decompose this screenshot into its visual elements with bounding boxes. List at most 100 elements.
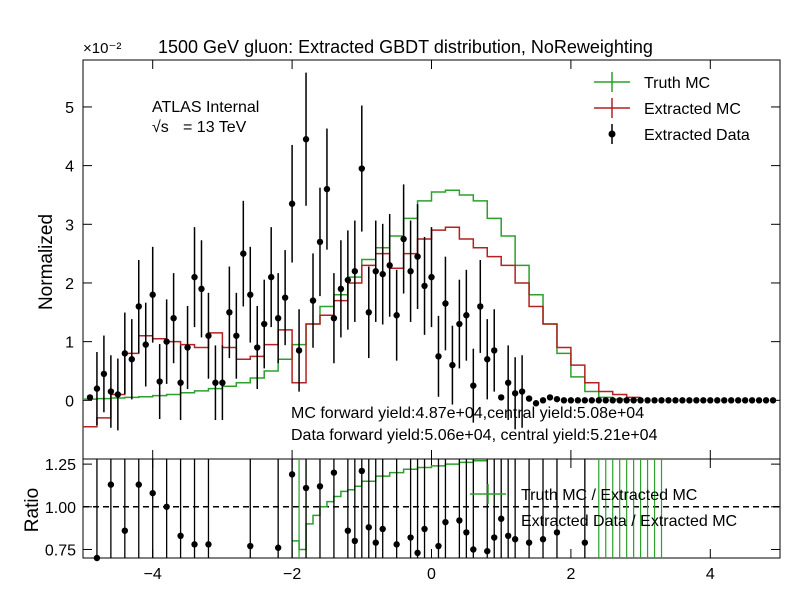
main-y-axis-label: Normalized [36, 214, 57, 310]
data-point [365, 309, 372, 316]
ratio-data-point [414, 549, 421, 557]
ratio-data-point [491, 534, 498, 541]
data-point [721, 397, 728, 404]
ratio-data-point [435, 542, 442, 550]
data-point [477, 303, 484, 310]
ratio-data-point [330, 469, 338, 476]
ratio-data-point [379, 525, 386, 533]
data-point [609, 397, 616, 404]
data-point [686, 397, 693, 404]
ratio-data-point [121, 527, 129, 534]
ratio-data-point [247, 542, 254, 550]
ratio-plot-layer: 0.75 1.00 1.25 −4 −2 0 2 4 [45, 457, 780, 583]
ratio-data-point [163, 503, 170, 510]
data-point [518, 388, 526, 395]
data-point [337, 285, 345, 293]
data-point [226, 309, 233, 316]
data-point [170, 314, 177, 322]
legend-extracted-data-label: Extracted Data [644, 127, 750, 144]
ratio-data-point [407, 534, 414, 541]
data-point [261, 320, 268, 328]
x-tick-label: 4 [706, 566, 715, 583]
data-point [274, 314, 282, 322]
data-point [128, 356, 135, 363]
data-point [219, 379, 226, 386]
data-point [595, 397, 602, 404]
data-point [142, 341, 149, 348]
data-point [86, 394, 94, 401]
legend-extracted-mc-label: Extracted MC [644, 101, 741, 118]
data-point [700, 397, 707, 404]
ratio-data-point [372, 539, 379, 546]
data-point [351, 268, 359, 275]
x-tick-label: 2 [566, 566, 575, 583]
ratio-data-point [351, 537, 359, 545]
data-point [560, 397, 568, 404]
data-point [463, 312, 470, 319]
data-point [456, 320, 463, 328]
ratio-data-point [149, 489, 156, 497]
legend-extracted-data-marker [608, 130, 616, 138]
data-point [198, 285, 205, 293]
y-scale-label: ×10⁻² [83, 40, 121, 57]
data-point [281, 294, 289, 301]
data-point [728, 397, 735, 404]
ratio-data-point [205, 541, 212, 548]
ratio-data-point [135, 481, 142, 488]
ratio-y-tick-label: 1.25 [45, 457, 76, 474]
ratio-data-point [177, 532, 184, 540]
data-point [149, 291, 156, 298]
ratio-data-point [511, 536, 519, 543]
main-y-tick-label: 2 [65, 276, 74, 293]
main-plot-layer: 0 1 2 3 4 5 [65, 60, 780, 459]
data-point [741, 397, 749, 404]
data-point [233, 332, 240, 339]
data-point [539, 397, 547, 404]
data-point [247, 291, 254, 298]
ratio-y-axis-label: Ratio [22, 488, 43, 532]
ratio-data-point [525, 539, 533, 546]
data-point [755, 397, 763, 404]
data-point [205, 332, 212, 339]
ratio-data-point [358, 467, 365, 475]
energy-sqrt-label: √s [152, 119, 169, 136]
data-point [693, 397, 700, 404]
data-point [295, 347, 303, 354]
data-point [344, 276, 352, 284]
ratio-data-point [274, 544, 282, 551]
data-point [107, 388, 115, 395]
data-point [414, 253, 421, 260]
data-point [121, 350, 129, 357]
data-point [330, 314, 338, 322]
main-y-tick-label: 1 [65, 335, 74, 352]
data-point [163, 338, 170, 345]
ratio-data-point [504, 532, 512, 540]
x-tick-label: 0 [427, 566, 436, 583]
ratio-data-point [344, 527, 352, 534]
truth-ratio-step-line [292, 459, 488, 551]
data-point [358, 165, 365, 172]
data-point [574, 397, 582, 404]
ratio-data-point [553, 529, 561, 536]
ratio-legend-truth-label: Truth MC / Extracted MC [521, 487, 697, 504]
data-point [665, 397, 672, 404]
ratio-data-point [484, 547, 491, 555]
data-point [442, 300, 449, 307]
data-point [623, 397, 630, 404]
data-point [421, 282, 428, 290]
ratio-data-point [421, 525, 428, 533]
main-y-tick-label: 0 [65, 393, 74, 410]
data-point [93, 385, 101, 392]
data-point [393, 312, 400, 319]
ratio-data-point [442, 518, 449, 526]
data-point [491, 347, 498, 354]
data-point [644, 397, 651, 404]
ratio-data-point [470, 546, 477, 553]
data-point [316, 238, 324, 246]
data-point [470, 382, 477, 389]
data-point [184, 344, 191, 351]
data-point [135, 303, 142, 310]
main-y-tick-label: 4 [65, 159, 74, 176]
ratio-data-point [191, 541, 198, 548]
ratio-data-point [498, 515, 505, 522]
